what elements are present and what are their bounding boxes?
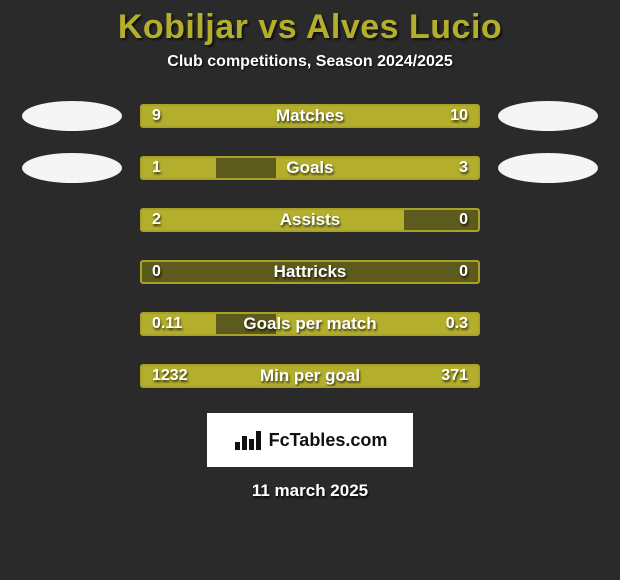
stat-bar: 1 Goals 3	[140, 156, 480, 180]
player-left-badge	[22, 101, 122, 131]
page-title: Kobiljar vs Alves Lucio	[0, 8, 620, 47]
player-right-badge	[498, 153, 598, 183]
stat-bar: 1232 Min per goal 371	[140, 364, 480, 388]
stat-value-left: 0.11	[152, 315, 182, 333]
comparison-infographic: Kobiljar vs Alves Lucio Club competition…	[0, 0, 620, 580]
player-right-badge	[498, 101, 598, 131]
stat-label: Matches	[276, 106, 344, 126]
stat-label: Assists	[280, 210, 340, 230]
stat-bar: 0 Hattricks 0	[140, 260, 480, 284]
logo-text: FcTables.com	[269, 430, 388, 451]
stat-bar: 9 Matches 10	[140, 104, 480, 128]
stat-value-left: 1	[152, 159, 161, 177]
stat-value-left: 0	[152, 263, 161, 281]
stat-value-left: 2	[152, 211, 161, 229]
stat-label: Hattricks	[274, 262, 347, 282]
stat-value-right: 10	[450, 107, 468, 125]
stat-value-right: 371	[441, 367, 468, 385]
stat-value-left: 1232	[152, 367, 188, 385]
stat-label: Goals per match	[243, 314, 376, 334]
date-text: 11 march 2025	[0, 481, 620, 501]
subtitle: Club competitions, Season 2024/2025	[0, 53, 620, 71]
stat-row: 2 Assists 0	[0, 205, 620, 235]
stat-fill-left	[142, 210, 404, 230]
stat-label: Min per goal	[260, 366, 360, 386]
stat-label: Goals	[286, 158, 333, 178]
stat-row: 1232 Min per goal 371	[0, 361, 620, 391]
fctables-logo: FcTables.com	[207, 413, 413, 467]
stat-value-right: 0	[459, 263, 468, 281]
stat-value-right: 3	[459, 159, 468, 177]
stats-list: 9 Matches 10 1 Goals 3 2 Assists 0 0 Hattricks 0 0.1…	[0, 101, 620, 391]
stat-value-right: 0.3	[446, 315, 468, 333]
stat-row: 0 Hattricks 0	[0, 257, 620, 287]
stat-row: 0.11 Goals per match 0.3	[0, 309, 620, 339]
bar-chart-icon	[233, 428, 263, 452]
stat-row: 1 Goals 3	[0, 153, 620, 183]
stat-row: 9 Matches 10	[0, 101, 620, 131]
stat-bar: 2 Assists 0	[140, 208, 480, 232]
player-left-badge	[22, 153, 122, 183]
stat-value-right: 0	[459, 211, 468, 229]
stat-bar: 0.11 Goals per match 0.3	[140, 312, 480, 336]
stat-value-left: 9	[152, 107, 161, 125]
